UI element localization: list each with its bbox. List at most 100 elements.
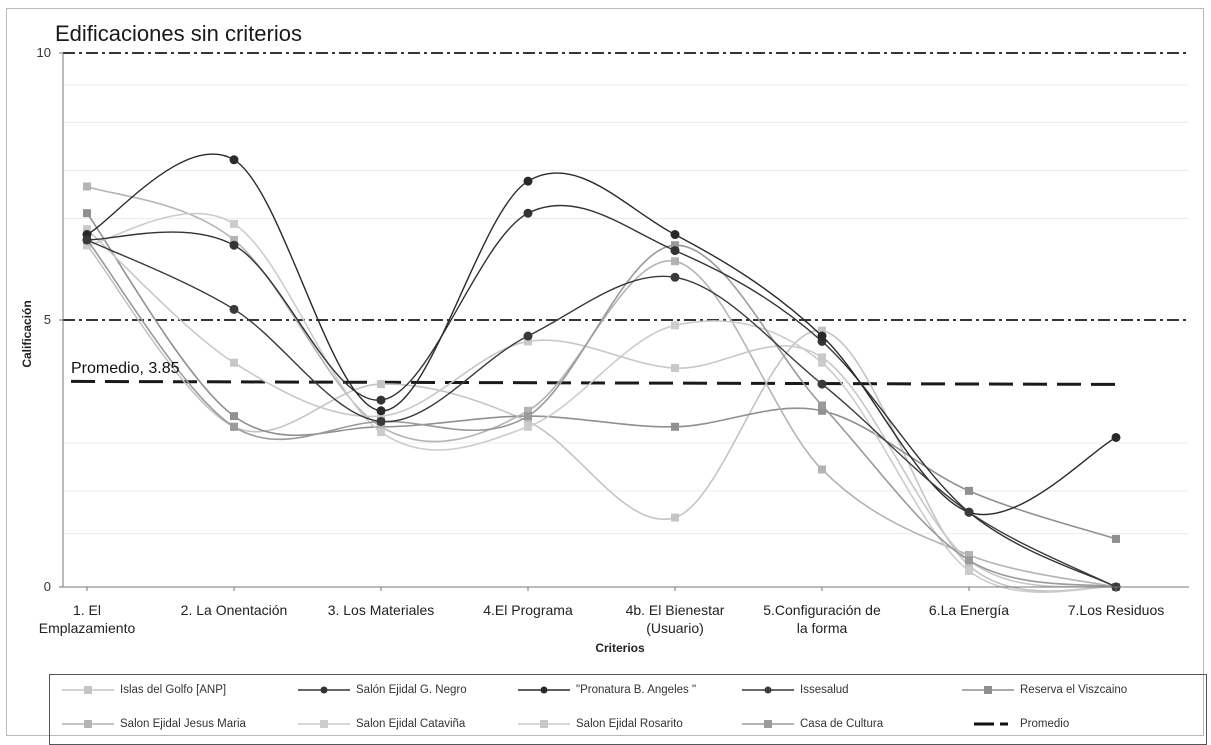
data-point-2-3	[523, 176, 533, 186]
legend-swatch-5	[62, 720, 114, 728]
series-line-1	[86, 204, 1117, 588]
series-line-8	[86, 239, 1117, 588]
legend-label-4: Reserva el Viszcaino	[1020, 684, 1128, 696]
data-point-0-3	[524, 417, 532, 426]
data-point-0-5	[818, 326, 826, 335]
data-point-5-3	[524, 406, 532, 415]
y-axis-label: Calificación	[20, 300, 34, 367]
legend-label-0: Islas del Golfo [ANP]	[120, 684, 227, 696]
legend-swatch-3	[742, 686, 794, 694]
data-point-1-2	[376, 395, 386, 405]
legend-swatch-2	[518, 686, 570, 694]
data-point-3-1	[229, 304, 239, 314]
legend-item-4: Reserva el Viszcaino	[960, 681, 1127, 699]
legend-swatch-7	[518, 720, 570, 728]
data-point-1-3	[523, 208, 533, 218]
legend-swatch-6	[298, 720, 350, 728]
legend-label-1: Salón Ejidal G. Negro	[356, 684, 467, 696]
data-point-0-2	[377, 380, 385, 389]
data-point-4-1	[230, 412, 238, 421]
data-point-5-1	[230, 235, 238, 244]
data-point-5-2	[377, 422, 385, 431]
chart-frame: Edificaciones sin criterios 0 5 10 1. El Emp…	[6, 8, 1207, 745]
data-point-8-4	[671, 241, 679, 250]
promedio-line	[70, 379, 1116, 386]
data-point-8-3	[524, 412, 532, 421]
data-point-5-5	[818, 465, 826, 474]
data-point-6-0	[83, 241, 91, 250]
data-point-2-2	[376, 406, 386, 416]
data-point-2-7	[1111, 432, 1121, 442]
legend-label-9: Promedio	[1020, 718, 1070, 730]
data-point-4-5	[818, 406, 826, 415]
data-point-0-6	[965, 561, 973, 570]
legend-label-8: Casa de Cultura	[800, 718, 884, 730]
data-point-0-4	[671, 513, 679, 522]
legend-label-2: "Pronatura B. Angeles "	[576, 684, 697, 696]
data-point-6-3	[524, 422, 532, 431]
x-axis-label: Criterios	[595, 641, 645, 655]
line-chart: Edificaciones sin criterios 0 5 10 1. El Emp…	[20, 21, 1189, 655]
series-line-5	[86, 185, 1117, 588]
series-3	[82, 235, 1121, 592]
axes: 0 5 10 1. El Emplazamiento 2. La Onentación 3.…	[37, 45, 1189, 636]
data-point-6-2	[377, 428, 385, 437]
legend-item-8: Casa de Cultura	[740, 715, 883, 733]
series-7	[83, 225, 1120, 591]
x-tick-label-4: 4b. El Bienestar (Usuario)	[626, 602, 725, 636]
x-tick-label-7: 7.Los Residuos	[1068, 602, 1165, 618]
legend: Islas del Golfo [ANP] Salón Ejidal G. Neg…	[49, 674, 1207, 745]
data-point-8-5	[818, 401, 826, 410]
data-point-7-3	[524, 337, 532, 346]
data-point-6-5	[818, 358, 826, 367]
series-line-2	[86, 153, 1117, 516]
legend-label-5: Salon Ejidal Jesus Maria	[120, 718, 246, 730]
data-point-6-4	[671, 321, 679, 330]
legend-item-6: Salon Ejidal Cataviña	[296, 715, 465, 733]
legend-item-2: "Pronatura B. Angeles "	[516, 681, 696, 699]
series-lines	[82, 153, 1121, 593]
data-point-7-2	[377, 412, 385, 421]
data-point-3-5	[817, 379, 827, 389]
series-2	[82, 153, 1121, 517]
data-point-4-7	[1112, 534, 1120, 543]
x-tick-label-2: 3. Los Materiales	[328, 602, 435, 618]
legend-swatch-9	[974, 722, 1008, 726]
series-8	[83, 235, 1120, 591]
data-point-7-5	[818, 353, 826, 362]
y-tick-label-5: 5	[44, 312, 51, 327]
legend-item-1: Salón Ejidal G. Negro	[296, 681, 467, 699]
data-point-1-1	[229, 240, 239, 250]
promedio-annotation: Promedio, 3.85	[71, 360, 180, 377]
data-point-3-6	[964, 507, 974, 517]
data-point-8-1	[230, 422, 238, 431]
legend-swatch-1	[298, 686, 350, 694]
y-tick-label-0: 0	[44, 579, 51, 594]
legend-label-7: Salon Ejidal Rosarito	[576, 718, 683, 730]
data-point-2-4	[670, 230, 680, 240]
legend-item-3: Issesalud	[740, 681, 849, 699]
series-line-0	[86, 244, 1117, 592]
x-tick-label-6: 6.La Energía	[929, 602, 1009, 618]
reference-lines	[63, 52, 1189, 386]
series-5	[83, 182, 1120, 591]
series-0	[83, 241, 1120, 592]
legend-swatch-8	[742, 720, 794, 728]
legend-item-0: Islas del Golfo [ANP]	[60, 681, 226, 699]
data-point-4-0	[83, 209, 91, 218]
data-point-5-4	[671, 257, 679, 266]
legend-label-6: Salon Ejidal Cataviña	[356, 718, 466, 730]
data-point-5-6	[965, 550, 973, 559]
legend-item-7: Salon Ejidal Rosarito	[516, 715, 683, 733]
series-line-6	[86, 212, 1117, 593]
series-4	[83, 209, 1120, 543]
y-tick-label-10: 10	[37, 45, 51, 60]
legend-swatch-0	[62, 686, 114, 694]
x-tick-label-0: 1. El Emplazamiento	[39, 602, 136, 636]
legend-swatch-4	[962, 686, 1014, 694]
data-point-3-2	[376, 416, 386, 426]
data-point-6-1	[230, 219, 238, 228]
data-point-3-0	[82, 235, 92, 245]
data-point-4-6	[965, 486, 973, 495]
series-line-3	[86, 239, 1117, 588]
